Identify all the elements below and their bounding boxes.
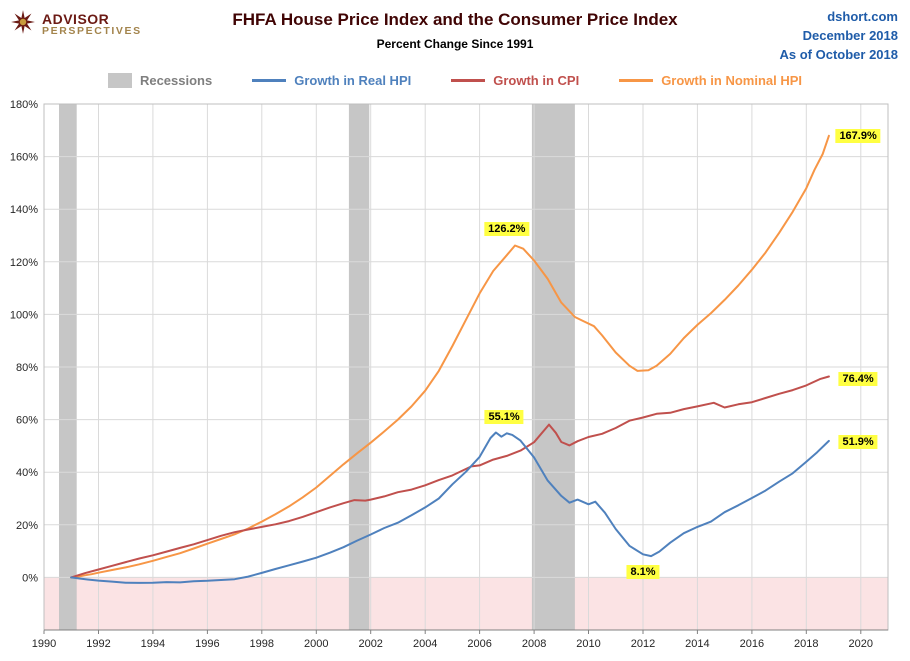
legend-item-growth-in-real-hpi: Growth in Real HPI xyxy=(252,73,411,88)
legend-item-growth-in-nominal-hpi: Growth in Nominal HPI xyxy=(619,73,802,88)
y-tick-label: 60% xyxy=(16,415,38,427)
titles: FHFA House Price Index and the Consumer … xyxy=(0,0,910,51)
data-label-55-1-: 55.1% xyxy=(484,410,524,424)
x-tick-label: 1994 xyxy=(141,638,165,650)
y-tick-label: 160% xyxy=(10,152,38,164)
x-tick-label: 1998 xyxy=(250,638,274,650)
y-tick-label: 120% xyxy=(10,257,38,269)
logo-text: ADVISOR PERSPECTIVES xyxy=(42,10,142,38)
source-asof: As of October 2018 xyxy=(779,46,899,62)
y-tick-label: 0% xyxy=(22,572,38,584)
x-tick-label: 2000 xyxy=(304,638,328,650)
legend-label: Growth in Nominal HPI xyxy=(661,72,803,88)
x-tick-label: 2020 xyxy=(849,638,873,650)
x-tick-label: 2012 xyxy=(631,638,655,650)
legend: Recessions Growth in Real HPI Growth in CP… xyxy=(0,64,910,96)
x-tick-label: 2002 xyxy=(358,638,382,650)
data-label-51-9-: 51.9% xyxy=(838,435,878,449)
chart-area: 0% 20% 40% 60% 80% 100% 120% 140% 160% 180% 1990 19… xyxy=(0,96,910,657)
legend-label: Recessions xyxy=(139,72,213,88)
legend-item-growth-in-cpi: Growth in CPI xyxy=(451,73,579,88)
series-line-growth-in-cpi xyxy=(70,375,830,579)
chart-canvas: 0% 20% 40% 60% 80% 100% 120% 140% 160% 180% 1990 19… xyxy=(0,96,910,657)
source-date: December 2018 xyxy=(802,27,898,43)
source-site: dshort.com xyxy=(827,9,898,24)
x-tick-label: 1992 xyxy=(86,638,110,650)
source-info: dshort.com December 2018 As of October 2… xyxy=(780,8,899,65)
legend-item-recessions: Recessions xyxy=(107,72,213,88)
legend-label: Growth in Real HPI xyxy=(294,72,412,88)
y-tick-label: 100% xyxy=(10,309,38,321)
y-tick-label: 20% xyxy=(16,520,38,532)
legend-label: Growth in CPI xyxy=(493,72,580,88)
x-tick-label: 1996 xyxy=(195,638,219,650)
page-title: FHFA House Price Index and the Consumer … xyxy=(232,10,678,29)
data-label-8-1-: 8.1% xyxy=(626,565,660,580)
x-tick-label: 2006 xyxy=(467,638,491,650)
data-label-76-4-: 76.4% xyxy=(838,371,878,386)
y-tick-label: 140% xyxy=(10,204,38,216)
x-tick-label: 2016 xyxy=(740,638,764,650)
x-tick-label: 2018 xyxy=(794,638,818,650)
y-tick-label: 80% xyxy=(16,362,38,374)
y-tick-label: 40% xyxy=(16,467,38,479)
logo-line1: ADVISOR xyxy=(42,10,110,27)
page-subtitle: Percent Change Since 1991 xyxy=(376,37,534,51)
x-tick-label: 1990 xyxy=(32,638,56,650)
series-line-swatch xyxy=(252,78,287,82)
series-line-swatch xyxy=(619,78,654,82)
series-line-swatch xyxy=(451,78,486,82)
negative-region xyxy=(44,577,888,630)
x-tick-label: 2008 xyxy=(522,638,546,650)
x-tick-label: 2010 xyxy=(576,638,600,650)
compass-star-icon xyxy=(10,9,36,40)
advisor-perspectives-logo: ADVISOR PERSPECTIVES xyxy=(10,9,142,40)
data-label-126-2-: 126.2% xyxy=(484,221,530,236)
x-tick-label: 2014 xyxy=(685,638,709,650)
recession-swatch xyxy=(107,72,132,88)
series-line-growth-in-nominal-hpi xyxy=(70,134,830,579)
data-label-167-9-: 167.9% xyxy=(835,128,881,143)
y-tick-label: 180% xyxy=(10,99,38,111)
header: ADVISOR PERSPECTIVES FHFA House Price In… xyxy=(0,0,910,64)
series-line-growth-in-real-hpi xyxy=(70,431,830,584)
x-tick-label: 2004 xyxy=(413,638,437,650)
logo-line2: PERSPECTIVES xyxy=(42,25,142,38)
